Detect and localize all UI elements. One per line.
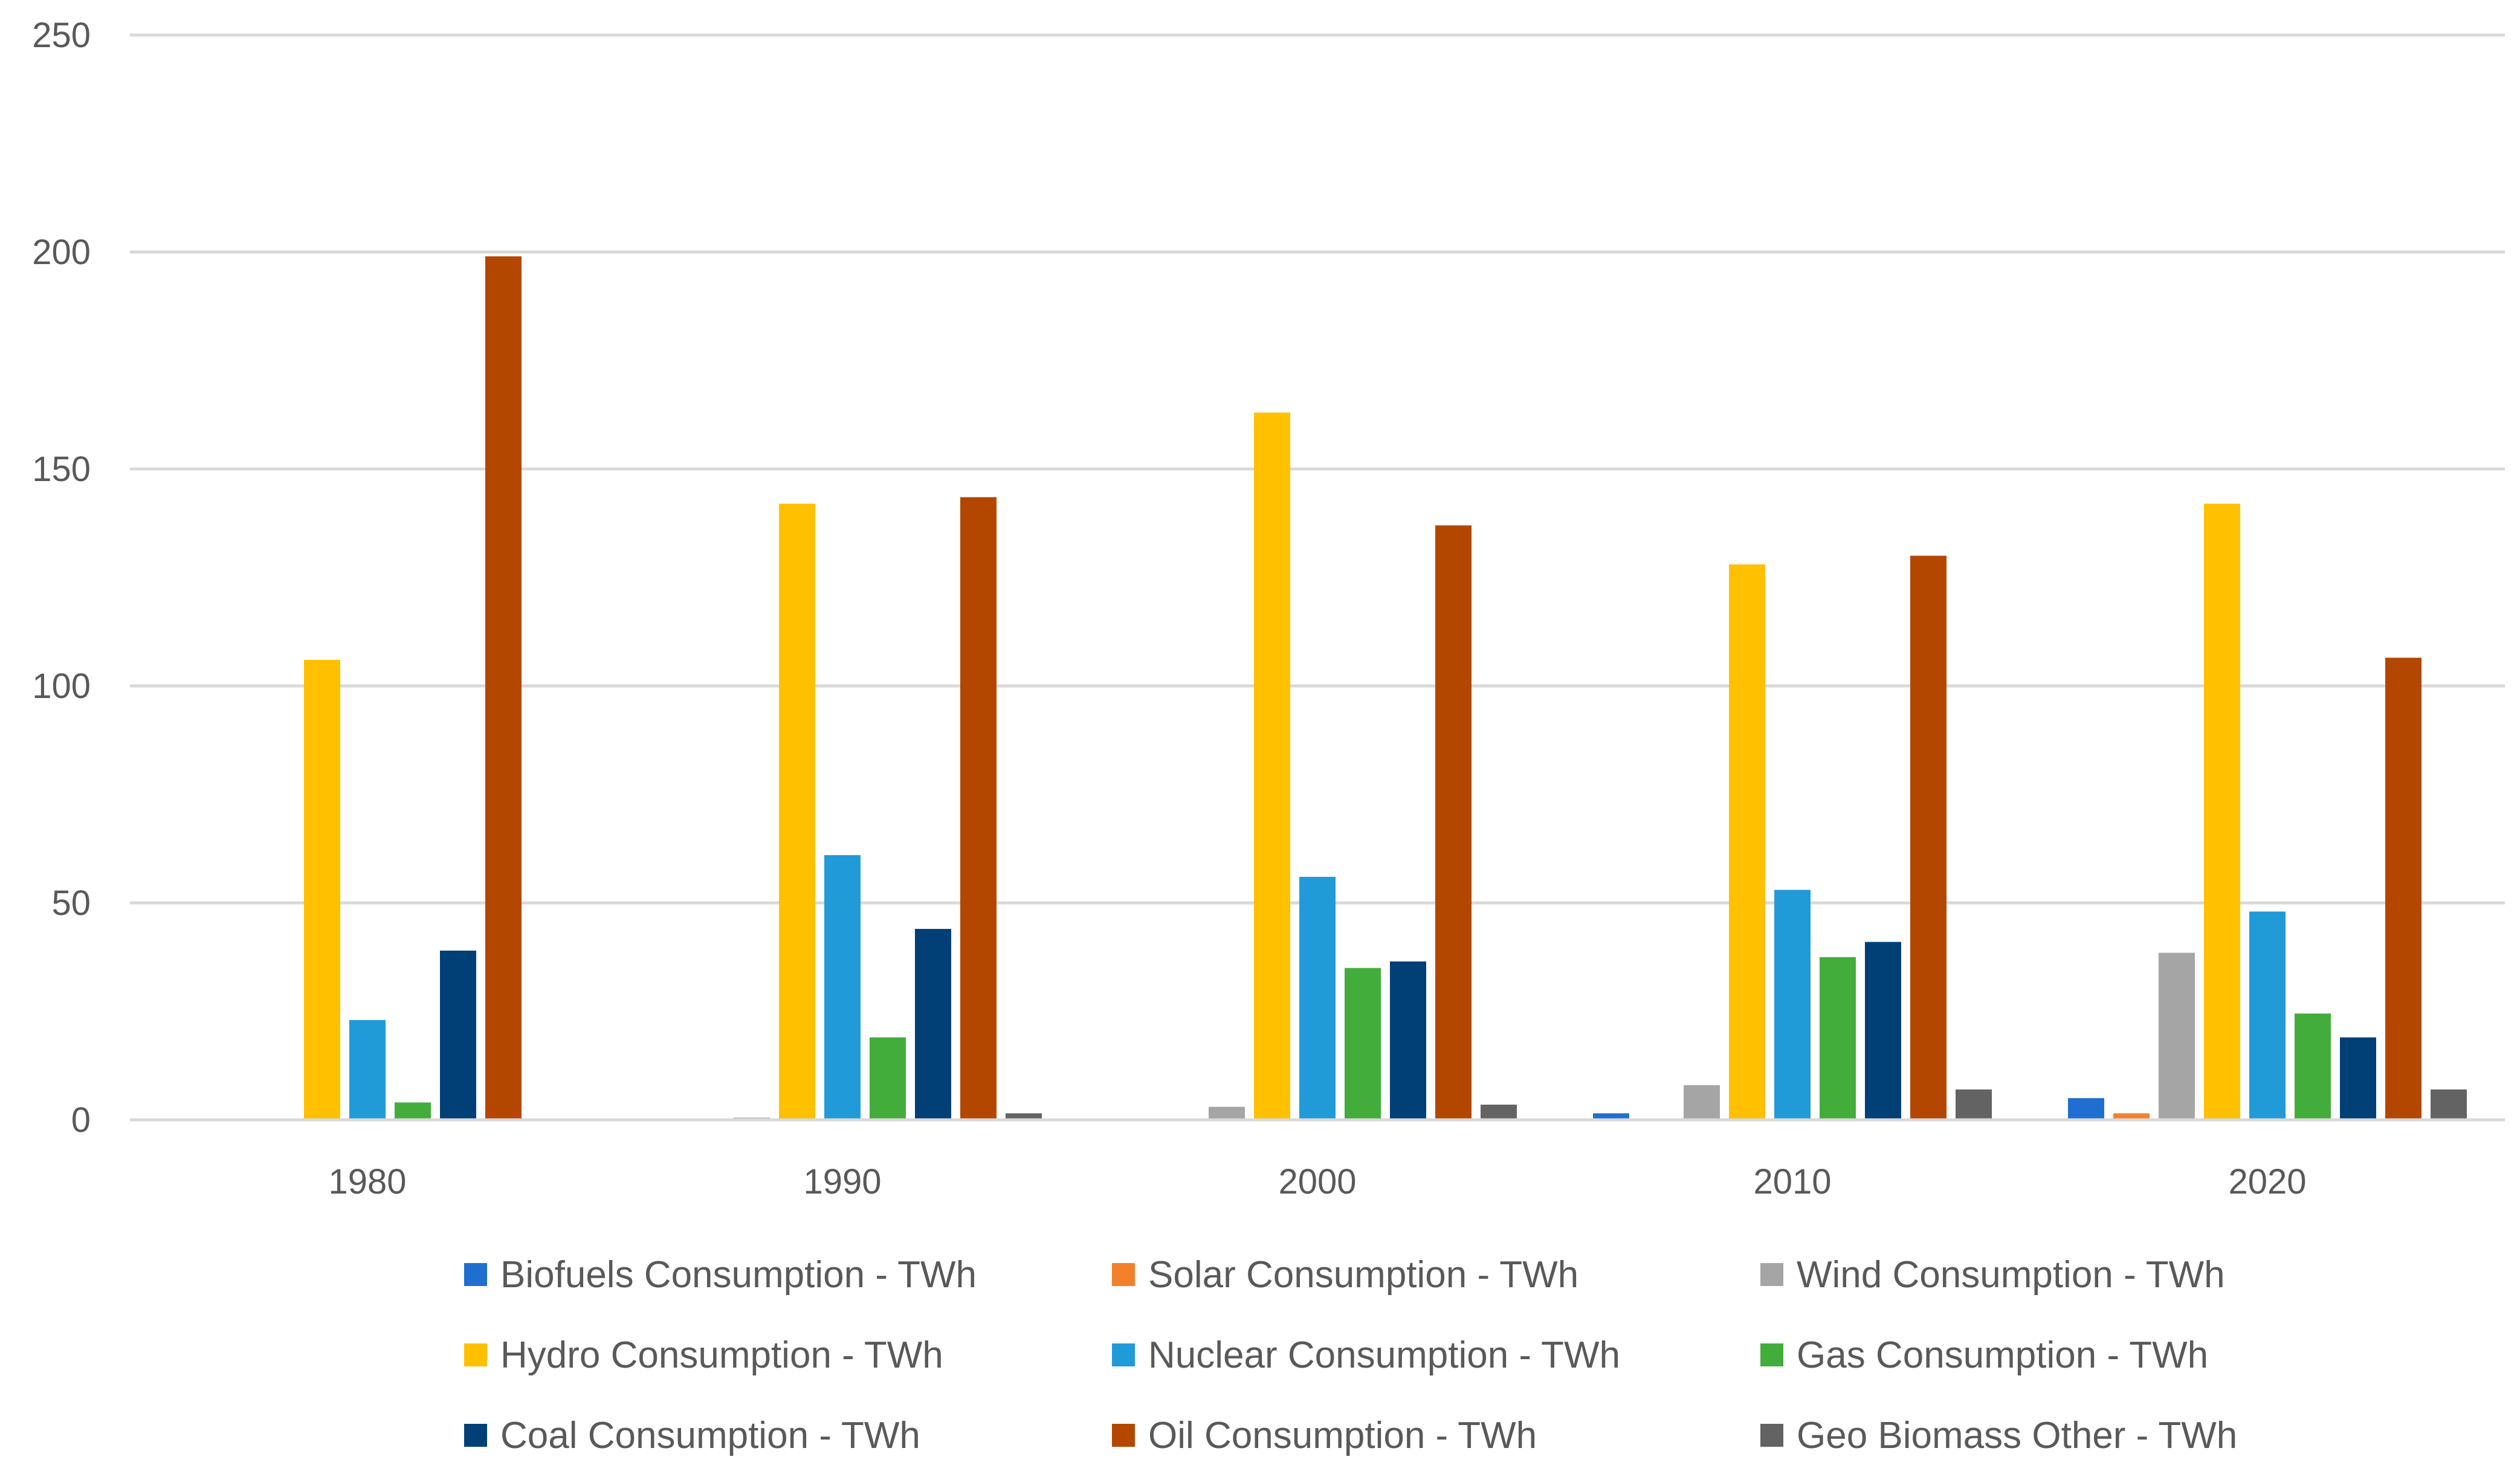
- y-tick-label: 200: [32, 233, 91, 272]
- bar-2000-oil-consumption-twh: [1435, 525, 1472, 1120]
- bar-2020-hydro-consumption-twh: [2204, 503, 2240, 1120]
- bar-2010-biofuels-consumption-twh: [1593, 1113, 1629, 1120]
- x-tick-label: 2000: [1278, 1162, 1356, 1201]
- bar-2020-geo-biomass-other-twh: [2431, 1089, 2467, 1120]
- bar-1990-oil-consumption-twh: [960, 497, 997, 1120]
- bar-1980-gas-consumption-twh: [395, 1102, 431, 1120]
- legend-swatch: [1760, 1424, 1783, 1447]
- bar-2020-biofuels-consumption-twh: [2068, 1098, 2104, 1120]
- legend-item: Hydro Consumption - TWh: [464, 1334, 943, 1376]
- legend-label: Gas Consumption - TWh: [1797, 1334, 2208, 1376]
- legend-item: Oil Consumption - TWh: [1112, 1415, 1537, 1456]
- bar-1990-geo-biomass-other-twh: [1006, 1113, 1042, 1120]
- legend-swatch: [464, 1424, 487, 1447]
- bar-1980-coal-consumption-twh: [440, 950, 476, 1120]
- legend-swatch: [1760, 1263, 1783, 1286]
- bar-2010-gas-consumption-twh: [1820, 957, 1856, 1120]
- legend-item: Gas Consumption - TWh: [1760, 1334, 2208, 1376]
- bar-1990-nuclear-consumption-twh: [824, 855, 861, 1120]
- x-tick-label: 1980: [328, 1162, 406, 1201]
- x-tick-label: 2010: [1753, 1162, 1831, 1201]
- y-tick-label: 50: [51, 884, 91, 923]
- legend-swatch: [1112, 1424, 1135, 1447]
- legend-label: Hydro Consumption - TWh: [500, 1334, 943, 1376]
- legend-label: Oil Consumption - TWh: [1148, 1415, 1537, 1456]
- bar-1980-oil-consumption-twh: [485, 256, 522, 1120]
- x-tick-label: 1990: [803, 1162, 881, 1201]
- bar-2020-coal-consumption-twh: [2340, 1037, 2376, 1120]
- x-axis: 1980 1990 2000 2010 2020: [130, 1118, 2505, 1201]
- bar-2000-coal-consumption-twh: [1390, 961, 1426, 1120]
- y-tick-label: 250: [32, 16, 91, 55]
- legend: Biofuels Consumption - TWh Solar Consumpt…: [464, 1254, 2237, 1456]
- bar-1990-gas-consumption-twh: [870, 1037, 906, 1120]
- x-tick-label: 2020: [2228, 1162, 2306, 1201]
- legend-item: Solar Consumption - TWh: [1112, 1254, 1578, 1296]
- bar-2000-gas-consumption-twh: [1345, 968, 1381, 1120]
- bar-2010-coal-consumption-twh: [1865, 942, 1901, 1120]
- bar-2000-hydro-consumption-twh: [1254, 412, 1290, 1120]
- y-axis-ticks: 0 50 100 150 200 250: [32, 16, 91, 1140]
- bar-1980-hydro-consumption-twh: [304, 659, 340, 1120]
- bar-2010-hydro-consumption-twh: [1729, 564, 1765, 1120]
- legend-label: Geo Biomass Other - TWh: [1797, 1415, 2237, 1456]
- legend-label: Biofuels Consumption - TWh: [500, 1254, 977, 1296]
- legend-item: Biofuels Consumption - TWh: [464, 1254, 977, 1296]
- legend-label: Nuclear Consumption - TWh: [1148, 1334, 1620, 1376]
- legend-swatch: [1112, 1343, 1135, 1366]
- bar-2010-geo-biomass-other-twh: [1956, 1089, 1992, 1120]
- legend-swatch: [1112, 1263, 1135, 1286]
- bar-2020-oil-consumption-twh: [2385, 658, 2421, 1120]
- legend-item: Wind Consumption - TWh: [1760, 1254, 2225, 1296]
- bar-1980-nuclear-consumption-twh: [349, 1020, 386, 1120]
- y-tick-label: 0: [71, 1100, 91, 1140]
- bar-2000-wind-consumption-twh: [1209, 1107, 1245, 1120]
- legend-swatch: [464, 1343, 487, 1366]
- bar-2020-gas-consumption-twh: [2295, 1013, 2331, 1120]
- legend-swatch: [1760, 1343, 1783, 1366]
- y-tick-label: 150: [32, 450, 91, 489]
- bar-2010-wind-consumption-twh: [1684, 1085, 1720, 1120]
- bar-2020-solar-consumption-twh: [2113, 1113, 2150, 1120]
- legend-item: Coal Consumption - TWh: [464, 1415, 920, 1456]
- legend-label: Wind Consumption - TWh: [1797, 1254, 2225, 1296]
- bars: [304, 256, 2467, 1120]
- legend-label: Solar Consumption - TWh: [1148, 1254, 1578, 1296]
- legend-item: Geo Biomass Other - TWh: [1760, 1415, 2237, 1456]
- bar-2010-nuclear-consumption-twh: [1774, 890, 1811, 1120]
- bar-2010-oil-consumption-twh: [1910, 555, 1947, 1120]
- bar-1990-hydro-consumption-twh: [779, 503, 815, 1120]
- legend-swatch: [464, 1263, 487, 1286]
- bar-1990-coal-consumption-twh: [915, 929, 951, 1120]
- legend-item: Nuclear Consumption - TWh: [1112, 1334, 1620, 1376]
- bar-2020-wind-consumption-twh: [2159, 952, 2195, 1120]
- bar-2000-nuclear-consumption-twh: [1299, 876, 1336, 1120]
- bar-2020-nuclear-consumption-twh: [2249, 911, 2286, 1120]
- legend-label: Coal Consumption - TWh: [500, 1415, 920, 1456]
- y-tick-label: 100: [32, 667, 91, 706]
- bar-2000-geo-biomass-other-twh: [1481, 1104, 1517, 1120]
